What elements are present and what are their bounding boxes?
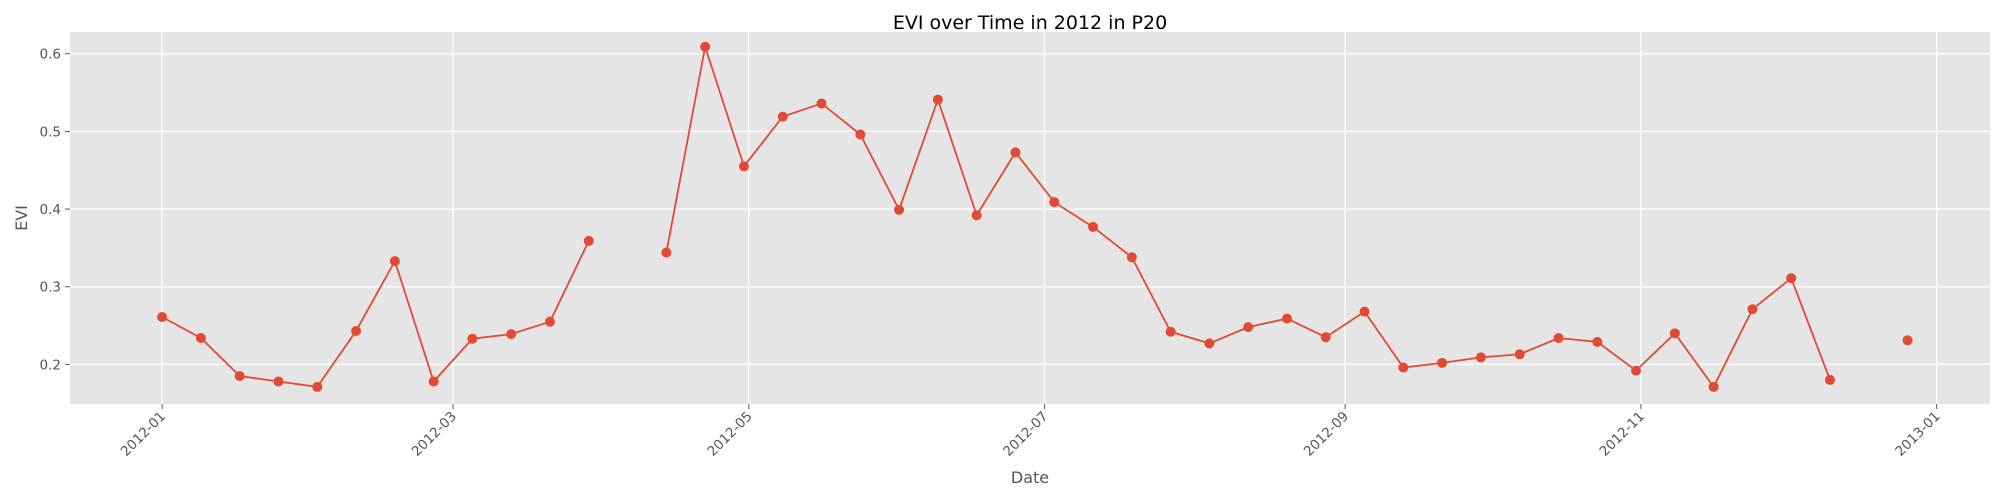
- x-tick-label: 2012-09: [1301, 409, 1352, 460]
- data-point: [1398, 362, 1409, 373]
- data-point: [583, 235, 594, 246]
- y-tick-label: 0.3: [40, 280, 61, 296]
- y-axis-label: EVI: [12, 205, 31, 231]
- data-point: [1669, 328, 1680, 339]
- chart-title: EVI over Time in 2012 in P20: [893, 12, 1167, 34]
- data-point: [1359, 306, 1370, 317]
- x-tick-label: 2012-07: [1000, 409, 1051, 460]
- data-point: [1747, 304, 1758, 315]
- data-point: [1088, 221, 1099, 232]
- x-tick-label: 2012-05: [704, 409, 755, 460]
- data-point: [1165, 326, 1176, 337]
- data-point: [1320, 332, 1331, 343]
- data-point: [1825, 374, 1835, 385]
- data-point: [971, 210, 982, 221]
- data-point: [234, 371, 245, 382]
- plot-background: [70, 32, 1990, 404]
- x-tick-label: 2012-01: [118, 409, 169, 460]
- data-point: [389, 256, 400, 267]
- y-tick-label: 0.2: [40, 357, 61, 373]
- series-line-segment: [161, 240, 590, 388]
- y-tick-label: 0.5: [40, 124, 61, 140]
- data-point: [351, 325, 362, 336]
- data-point: [157, 312, 168, 323]
- data-point: [661, 247, 672, 258]
- data-point: [545, 316, 555, 327]
- data-point: [467, 333, 478, 344]
- data-point: [816, 98, 827, 109]
- data-point: [1243, 322, 1254, 333]
- evi-series: [157, 41, 1913, 392]
- data-point: [1126, 252, 1137, 263]
- data-point: [506, 329, 517, 340]
- data-point: [1010, 147, 1021, 158]
- x-tick-label: 2013-01: [1892, 409, 1943, 460]
- data-point: [894, 204, 905, 215]
- data-point: [1204, 338, 1215, 349]
- data-point: [195, 332, 206, 343]
- data-point: [428, 376, 439, 387]
- data-point: [1437, 357, 1448, 368]
- data-point: [1592, 336, 1603, 347]
- data-point: [738, 161, 749, 172]
- data-point: [932, 94, 943, 105]
- y-tick-label: 0.6: [40, 47, 61, 63]
- data-point: [273, 376, 284, 387]
- data-point: [855, 129, 866, 140]
- data-point: [1708, 381, 1719, 392]
- x-tick-label: 2012-11: [1597, 409, 1648, 460]
- x-axis-label: Date: [1011, 468, 1049, 487]
- data-point: [700, 41, 711, 52]
- data-point: [1631, 365, 1642, 376]
- data-point: [1475, 352, 1486, 363]
- data-point: [1553, 332, 1564, 343]
- data-point: [312, 381, 323, 392]
- x-tick-label: 2012-03: [409, 409, 460, 460]
- y-tick-label: 0.4: [40, 202, 61, 218]
- data-point: [777, 111, 788, 122]
- data-point: [1902, 335, 1913, 346]
- data-point: [1514, 349, 1525, 360]
- grid-lines: [70, 32, 1990, 404]
- data-point: [1049, 197, 1060, 208]
- data-point: [1281, 313, 1292, 324]
- data-point: [1786, 273, 1797, 284]
